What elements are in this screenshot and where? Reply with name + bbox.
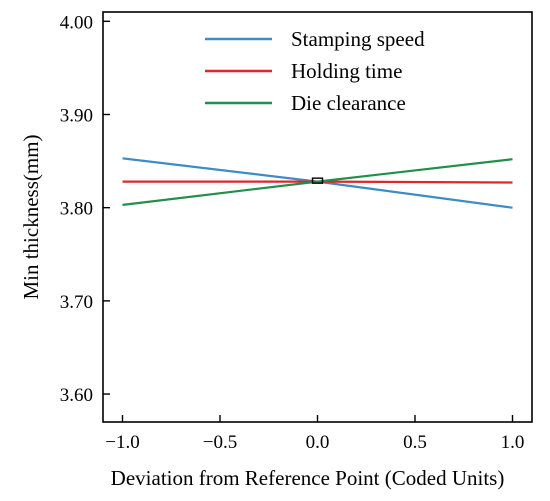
y-axis-label: Min thickness(mm) xyxy=(19,134,43,299)
x-tick-label: 0.5 xyxy=(403,432,427,453)
y-tick-label: 3.70 xyxy=(60,292,93,313)
x-tick-label: −0.5 xyxy=(203,432,237,453)
legend-label-1: Stamping speed xyxy=(291,27,425,51)
x-tick-label: −1.0 xyxy=(105,432,139,453)
legend: Stamping speed Holding time Die clearance xyxy=(205,27,425,115)
series-line-3 xyxy=(122,158,513,206)
reference-point-marker xyxy=(311,177,324,184)
series-lines xyxy=(122,157,513,209)
x-tick-label: 1.0 xyxy=(501,432,525,453)
x-tick-label: 0.0 xyxy=(306,432,330,453)
legend-label-2: Holding time xyxy=(291,59,402,83)
y-tick-label: 3.90 xyxy=(60,106,93,127)
y-tick-label: 4.00 xyxy=(60,12,93,33)
legend-label-3: Die clearance xyxy=(291,91,406,115)
x-axis-label: Deviation from Reference Point (Coded Un… xyxy=(111,466,505,490)
y-tick-label: 3.60 xyxy=(60,385,93,406)
y-tick-label: 3.80 xyxy=(60,199,93,220)
x-axis-ticks: −1.0 −0.5 0.0 0.5 1.0 xyxy=(105,415,524,453)
y-axis-ticks: 3.60 3.70 3.80 3.90 4.00 xyxy=(60,12,110,406)
